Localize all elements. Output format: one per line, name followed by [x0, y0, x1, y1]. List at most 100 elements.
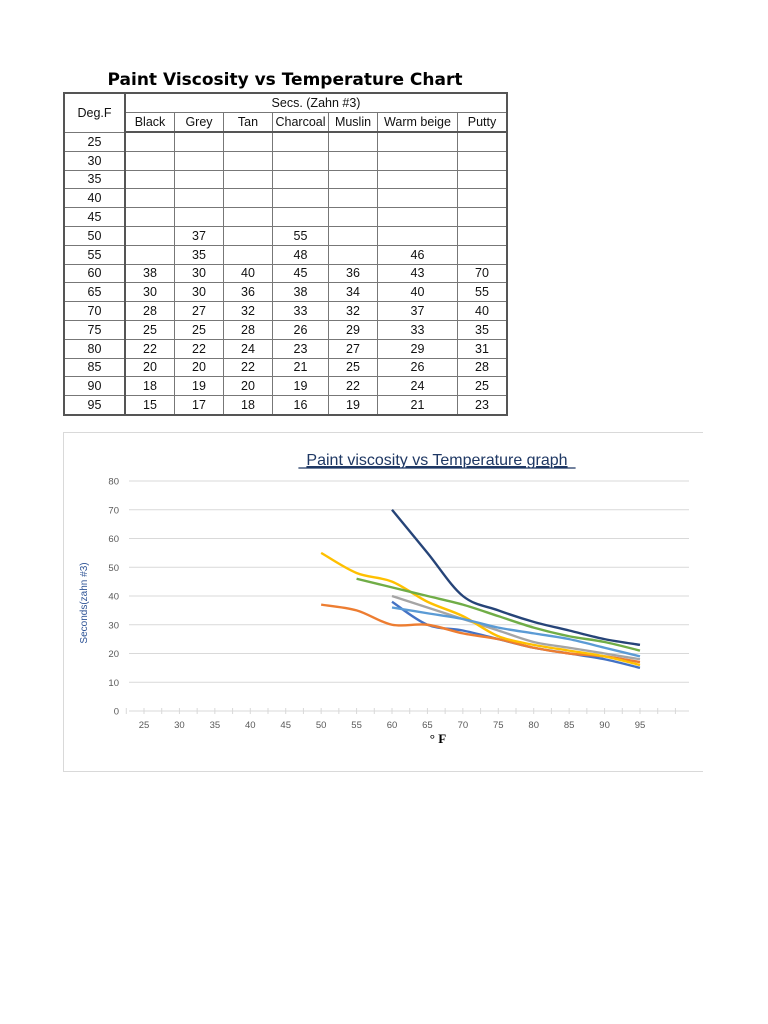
value-cell [328, 169, 378, 190]
value-cell: 20 [223, 376, 273, 397]
column-header: Muslin [328, 112, 378, 133]
value-cell [124, 131, 175, 152]
value-cell: 28 [223, 319, 273, 340]
value-cell: 24 [223, 338, 273, 359]
y-tick-label: 60 [108, 534, 119, 545]
value-cell [328, 225, 378, 246]
deg-cell: 75 [63, 319, 126, 340]
value-cell: 46 [377, 244, 458, 265]
value-cell: 29 [377, 338, 458, 359]
x-tick-label: 30 [174, 720, 185, 731]
series-line-tan [391, 594, 641, 661]
deg-cell: 80 [63, 338, 126, 359]
value-cell [377, 225, 458, 246]
value-cell [124, 169, 175, 190]
table-row: 55 35 48 46 [63, 244, 508, 265]
y-axis-title: Seconds(zahn #3) [79, 562, 90, 643]
value-cell: 18 [124, 376, 175, 397]
value-cell: 23 [457, 395, 508, 416]
deg-cell: 85 [63, 357, 126, 378]
y-tick-label: 20 [108, 649, 119, 660]
column-header: Grey [174, 112, 224, 133]
value-cell [328, 244, 378, 265]
table-row: 70 28 27 32 33 32 37 40 [63, 301, 508, 321]
value-cell [457, 169, 508, 190]
x-tick-label: 90 [599, 720, 610, 731]
value-cell: 40 [377, 282, 458, 303]
column-header: Putty [457, 112, 508, 133]
value-cell: 38 [272, 282, 329, 303]
x-tick-label: 40 [245, 720, 256, 731]
value-cell: 43 [377, 263, 458, 284]
value-cell [223, 169, 273, 190]
value-cell: 26 [272, 319, 329, 340]
table-row: 90 18 19 20 19 22 24 25 [63, 376, 508, 397]
value-cell [272, 188, 329, 209]
value-cell [174, 169, 224, 190]
value-cell: 70 [457, 263, 508, 284]
value-cell: 22 [174, 338, 224, 359]
value-cell [124, 244, 175, 265]
x-tick-label: 45 [280, 720, 291, 731]
value-cell: 36 [328, 263, 378, 284]
line-chart: Paint viscosity vs Temperature graph 0 10 2… [79, 452, 689, 746]
page-title: Paint Viscosity vs Temperature Chart [107, 70, 463, 90]
value-cell: 19 [272, 376, 329, 397]
value-cell: 35 [457, 319, 508, 340]
value-cell [223, 150, 273, 171]
value-cell: 20 [174, 357, 224, 378]
value-cell: 29 [328, 319, 378, 340]
series-line-grey [320, 603, 641, 664]
value-cell [457, 150, 508, 171]
y-tick-label: 0 [114, 707, 119, 718]
value-cell: 37 [174, 225, 224, 246]
value-cell: 28 [124, 301, 175, 321]
x-tick-label: 75 [493, 720, 504, 731]
value-cell: 28 [457, 357, 508, 378]
value-cell [223, 188, 273, 209]
table-row: 45 [63, 207, 508, 227]
table-row: 30 [63, 150, 508, 171]
value-cell [457, 188, 508, 209]
series-line-muslin [391, 606, 641, 658]
table-row: 75 25 25 28 26 29 33 35 [63, 319, 508, 340]
value-cell [377, 188, 458, 209]
value-cell [272, 131, 329, 152]
value-cell: 25 [124, 319, 175, 340]
value-cell: 21 [377, 395, 458, 416]
value-cell [377, 169, 458, 190]
y-tick-label: 50 [108, 563, 119, 574]
x-axis-title: ° F [430, 731, 446, 746]
y-tick-label: 40 [108, 592, 119, 603]
value-cell [223, 244, 273, 265]
deg-cell: 60 [63, 263, 126, 284]
value-cell: 17 [174, 395, 224, 416]
value-cell: 35 [174, 244, 224, 265]
x-tick-label: 35 [210, 720, 221, 731]
deg-cell: 70 [63, 301, 126, 321]
value-cell: 38 [124, 263, 175, 284]
x-tick-label: 85 [564, 720, 575, 731]
value-cell [124, 207, 175, 227]
deg-cell: 25 [63, 131, 126, 152]
value-cell: 30 [174, 263, 224, 284]
table-row: 25 [63, 131, 508, 152]
value-cell [124, 188, 175, 209]
value-cell: 30 [124, 282, 175, 303]
deg-cell: 90 [63, 376, 126, 397]
value-cell: 23 [272, 338, 329, 359]
value-cell [223, 225, 273, 246]
column-header: Black [124, 112, 175, 133]
value-cell [272, 150, 329, 171]
x-tick-label: 60 [387, 720, 398, 731]
group-header: Secs. (Zahn #3) [124, 92, 508, 113]
value-cell [124, 225, 175, 246]
value-cell: 30 [174, 282, 224, 303]
deg-cell: 45 [63, 207, 126, 227]
table-row: 50 37 55 [63, 225, 508, 246]
value-cell [328, 150, 378, 171]
value-cell: 32 [328, 301, 378, 321]
value-cell [377, 131, 458, 152]
deg-cell: 50 [63, 225, 126, 246]
value-cell [174, 207, 224, 227]
